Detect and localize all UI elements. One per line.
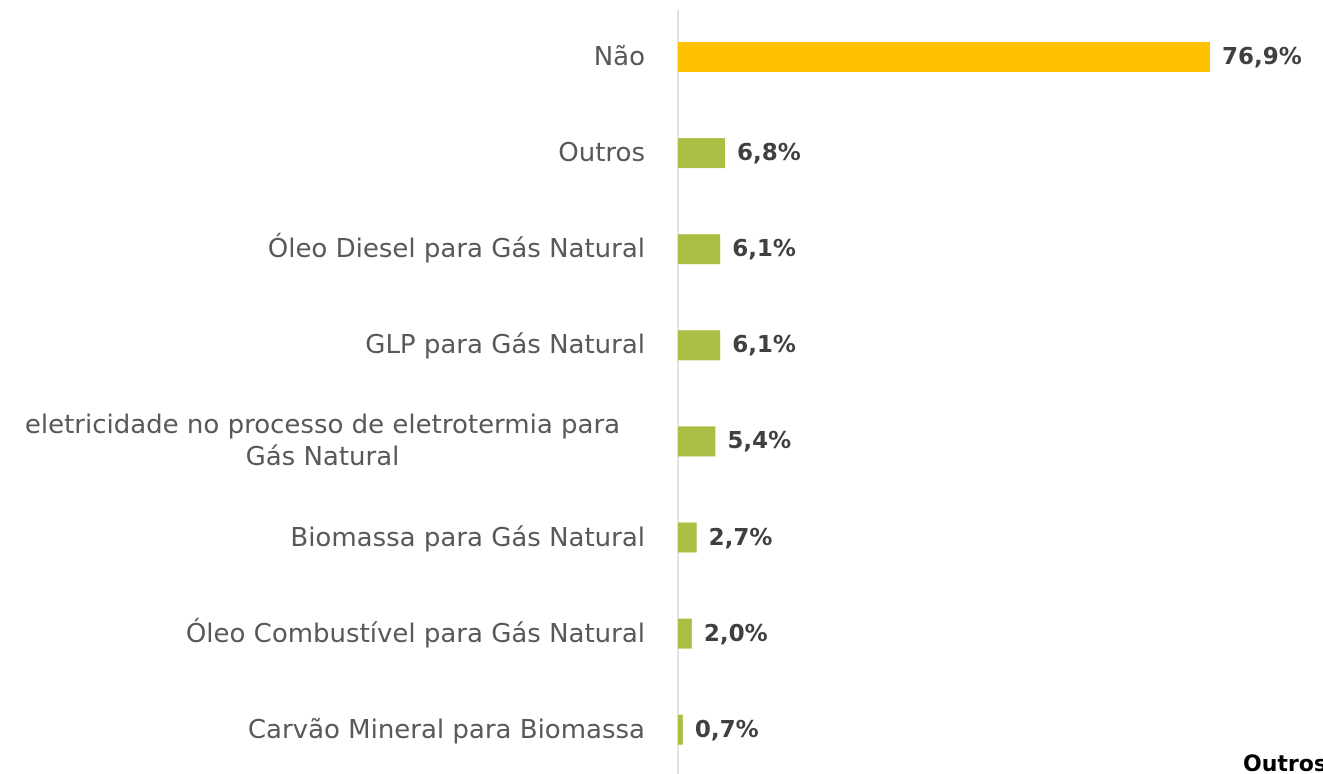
value-label: 0,7% [694, 716, 759, 743]
category-label: Biomassa para Gás Natural [290, 522, 645, 553]
value-label: 2,0% [703, 620, 768, 647]
bar [678, 426, 716, 457]
bar [678, 138, 726, 169]
value-label: 2,7% [708, 524, 773, 551]
bar [678, 618, 692, 649]
value-label: 6,1% [732, 236, 796, 263]
bar [678, 42, 1210, 72]
value-label: 6,1% [732, 332, 796, 359]
category-label: Carvão Mineral para Biomassa [247, 714, 645, 745]
bar [678, 234, 721, 265]
category-label: GLP para Gás Natural [365, 330, 645, 361]
annotation: Outros [1243, 752, 1323, 774]
bar [678, 330, 721, 361]
category-label: Óleo Combustível para Gás Natural [185, 618, 645, 649]
category-label: eletricidade no processo de eletrotermia… [24, 410, 621, 473]
bar [678, 522, 697, 553]
category-label: Outros [558, 138, 645, 169]
value-label: 5,4% [727, 428, 792, 455]
category-label: Óleo Diesel para Gás Natural [267, 234, 645, 265]
value-label: 76,9% [1222, 44, 1302, 70]
bar [678, 714, 683, 745]
category-label: Não [593, 42, 645, 72]
value-label: 6,8% [737, 140, 801, 167]
